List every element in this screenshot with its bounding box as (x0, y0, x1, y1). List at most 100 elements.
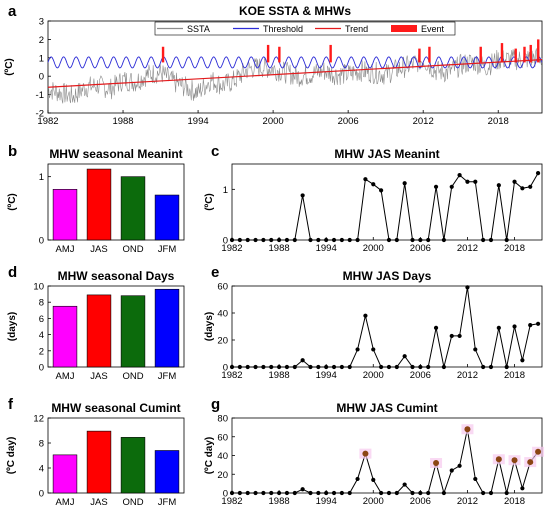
data-point (465, 285, 470, 290)
data-point (347, 364, 352, 370)
data-point (229, 490, 235, 496)
x-tick-label: 2000 (363, 496, 384, 507)
data-point (520, 358, 525, 363)
legend-label: Threshold (263, 24, 303, 34)
data-point (308, 490, 313, 496)
data-point (355, 347, 360, 352)
data-point (379, 188, 384, 193)
bar-jas (86, 168, 112, 241)
x-tick-label: 1988 (269, 370, 290, 381)
data-point (418, 490, 423, 496)
bar-jfm (154, 194, 180, 241)
data-point (269, 237, 274, 243)
x-tick-label: JAS (90, 371, 107, 382)
panel-letter: b (8, 143, 17, 160)
x-tick-label: 2018 (488, 116, 509, 127)
highlighted-point (527, 459, 534, 466)
data-point (308, 364, 313, 370)
plot-frame (47, 20, 543, 114)
legend: SSTA Threshold Trend Event (154, 21, 456, 36)
y-tick-label: 0 (223, 489, 228, 500)
y-tick-label: 0 (39, 236, 44, 247)
panel-letter: a (8, 3, 17, 20)
event-bar (537, 39, 540, 63)
y-tick-label: 1 (39, 53, 44, 64)
y-tick-label: 40 (217, 309, 228, 320)
panel-letter: c (211, 143, 219, 160)
legend-box (154, 21, 456, 36)
x-tick-label: 2018 (504, 243, 525, 254)
data-point (229, 237, 235, 243)
x-tick-label: 2006 (410, 370, 431, 381)
data-point (339, 237, 344, 243)
y-tick-label: 4 (39, 330, 44, 341)
data-point (347, 490, 352, 496)
data-point (402, 181, 407, 186)
bar-jas (86, 430, 112, 494)
x-tick-label: 1994 (316, 243, 337, 254)
panel-c: MHW JAS Meanint c (ºC) 0 1 1982 1988 1994 2000 20… (204, 143, 543, 254)
data-point (488, 364, 494, 370)
series-line (232, 287, 539, 368)
y-tick-label: -1 (36, 90, 44, 101)
data-point (245, 490, 250, 496)
x-tick-label: OND (122, 244, 143, 255)
data-point (481, 237, 486, 243)
data-point (528, 323, 533, 328)
data-point (481, 490, 486, 496)
x-tick-label: 1994 (188, 116, 209, 127)
y-tick-label: 80 (217, 414, 228, 425)
data-point (292, 237, 297, 243)
y-tick-label: 20 (217, 470, 228, 481)
x-tick-label: 2018 (504, 496, 525, 507)
y-tick-label: 60 (217, 432, 228, 443)
data-point (292, 364, 297, 370)
y-tick-label: 10 (33, 282, 44, 293)
data-point (394, 364, 399, 370)
data-point (261, 364, 266, 370)
y-axis-label: (days) (7, 312, 18, 341)
data-point (488, 237, 494, 243)
y-tick-label: 0 (223, 236, 228, 247)
event-bar (278, 46, 281, 63)
data-point (386, 364, 392, 370)
y-tick-label: 2 (39, 346, 44, 357)
data-point (535, 321, 541, 326)
x-tick-label: 1988 (269, 243, 290, 254)
x-tick-label: JAS (90, 244, 107, 255)
data-point (300, 358, 305, 363)
chart-title: KOE SSTA & MHWs (239, 4, 351, 18)
x-tick-label: 1982 (221, 243, 242, 254)
data-point (363, 313, 368, 318)
data-point (496, 183, 501, 188)
data-point (276, 364, 282, 370)
panel-a: KOE SSTA & MHWs a (ºC) -2 -1 0 1 2 3 1982 1988 1994… (4, 3, 543, 127)
x-tick-label: 1982 (37, 116, 58, 127)
data-point (418, 237, 423, 243)
x-tick-label: 2006 (338, 116, 359, 127)
data-point (276, 237, 282, 243)
data-point (371, 477, 376, 482)
x-tick-label: 2000 (363, 243, 384, 254)
x-tick-label: JFM (158, 371, 177, 382)
data-point (433, 325, 439, 330)
data-point (481, 364, 486, 370)
data-point (308, 237, 313, 243)
data-point (261, 490, 266, 496)
data-point (261, 237, 266, 243)
y-tick-label: 60 (217, 282, 228, 293)
data-point (284, 237, 290, 243)
y-tick-label: 0 (39, 363, 44, 374)
data-point (402, 482, 407, 487)
data-point (253, 237, 258, 243)
y-axis-label: (ºC day) (6, 437, 17, 475)
panel-b: MHW seasonal Meanint b (ºC) 0 1 AMJ JAS OND JFM (7, 143, 185, 255)
y-tick-label: 1 (223, 185, 228, 196)
highlighted-point (495, 456, 502, 463)
chart-title: MHW seasonal Cumint (51, 401, 180, 415)
panel-e: MHW JAS Days e (days) 0 20 40 60 1982 1988 1994 20… (204, 264, 543, 381)
event-bar (418, 48, 421, 63)
data-point (465, 179, 470, 184)
x-tick-label: OND (122, 497, 143, 508)
data-point (276, 490, 282, 496)
